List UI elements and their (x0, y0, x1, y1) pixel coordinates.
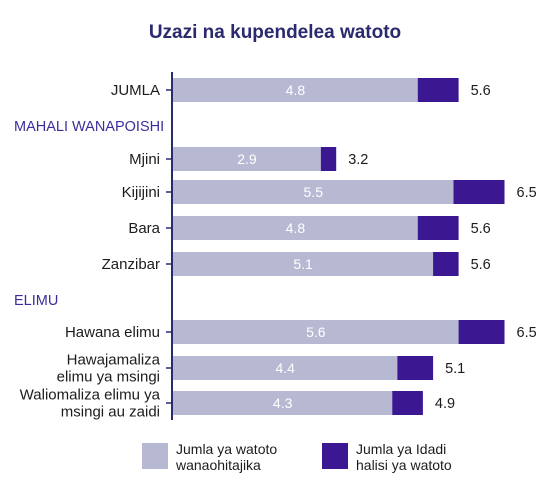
bar-wanted-value: 4.8 (286, 82, 306, 98)
legend-label-actual: halisi ya watoto (356, 457, 452, 473)
row-label: Waliomaliza elimu ya (20, 387, 161, 404)
bar-wanted (173, 78, 418, 102)
section-label: MAHALI WANAPOISHI (14, 119, 164, 135)
bar-actual-value: 5.6 (471, 221, 491, 237)
section-label: ELIMU (14, 293, 58, 309)
row-label: Hawajamaliza (67, 352, 161, 369)
bar-wanted-value: 5.6 (306, 324, 326, 340)
chart-title: Uzazi na kupendelea watoto (148, 22, 402, 43)
row-label: Bara (128, 220, 160, 237)
row-label: msingi au zaidi (61, 404, 160, 421)
bar-wanted-value: 4.3 (273, 395, 293, 411)
bar-wanted (173, 216, 418, 240)
bar-wanted-value: 5.1 (293, 256, 313, 272)
bar-actual-value: 3.2 (348, 152, 368, 168)
bar-actual-value: 6.5 (517, 325, 537, 341)
bar-wanted (173, 252, 434, 276)
legend-label-wanted: wanaohitajika (175, 457, 261, 473)
legend-label-actual: Jumla ya Idadi (356, 441, 446, 457)
bar-wanted-value: 5.5 (304, 184, 324, 200)
bar-wanted (173, 320, 459, 344)
row-label: Mjini (129, 151, 160, 168)
bar-wanted-value: 2.9 (237, 151, 257, 167)
row-label: Hawana elimu (65, 324, 160, 341)
legend-swatch-actual (322, 443, 348, 469)
row-label: Zanzibar (102, 256, 160, 273)
bar-wanted (173, 391, 393, 415)
bar-wanted-value: 4.4 (275, 360, 295, 376)
row-label: Kijijini (122, 184, 160, 201)
row-label: JUMLA (111, 82, 160, 99)
legend-label-wanted: Jumla ya watoto (176, 441, 277, 457)
legend-swatch-wanted (142, 443, 168, 469)
bar-wanted (173, 180, 454, 204)
bar-wanted (173, 356, 398, 380)
bar-actual-value: 4.9 (435, 396, 455, 412)
bar-wanted (173, 147, 321, 171)
row-label: elimu ya msingi (57, 369, 160, 386)
bar-actual-value: 5.6 (471, 83, 491, 99)
bar-actual-value: 5.6 (471, 257, 491, 273)
bar-actual-value: 6.5 (517, 185, 537, 201)
bar-actual-value: 5.1 (445, 361, 465, 377)
bar-wanted-value: 4.8 (286, 220, 306, 236)
